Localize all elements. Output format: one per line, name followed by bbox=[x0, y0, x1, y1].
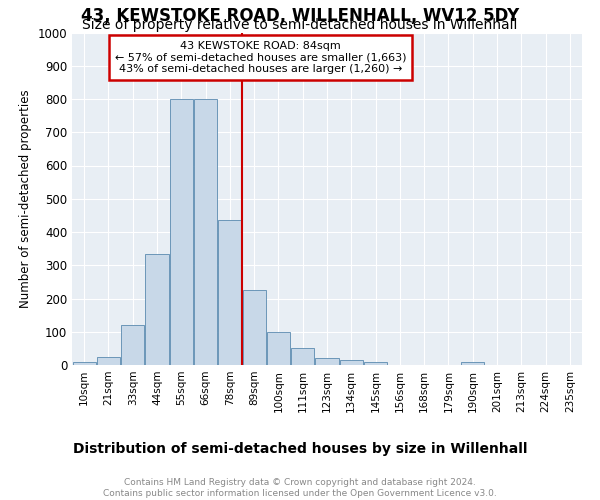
Bar bbox=[242, 290, 266, 365]
Bar bbox=[121, 325, 144, 365]
Bar bbox=[145, 254, 169, 365]
Bar bbox=[340, 360, 363, 365]
Y-axis label: Number of semi-detached properties: Number of semi-detached properties bbox=[19, 90, 32, 308]
Bar bbox=[267, 332, 290, 365]
Bar bbox=[73, 362, 95, 365]
Text: Size of property relative to semi-detached houses in Willenhall: Size of property relative to semi-detach… bbox=[82, 18, 518, 32]
Bar bbox=[291, 348, 314, 365]
Text: 43, KEWSTOKE ROAD, WILLENHALL, WV12 5DY: 43, KEWSTOKE ROAD, WILLENHALL, WV12 5DY bbox=[81, 8, 519, 26]
Bar bbox=[97, 356, 120, 365]
Bar bbox=[194, 99, 217, 365]
Bar bbox=[461, 362, 484, 365]
Text: Contains HM Land Registry data © Crown copyright and database right 2024.
Contai: Contains HM Land Registry data © Crown c… bbox=[103, 478, 497, 498]
Bar bbox=[170, 99, 193, 365]
Bar bbox=[218, 220, 241, 365]
Bar bbox=[316, 358, 338, 365]
Text: 43 KEWSTOKE ROAD: 84sqm
← 57% of semi-detached houses are smaller (1,663)
43% of: 43 KEWSTOKE ROAD: 84sqm ← 57% of semi-de… bbox=[115, 41, 406, 74]
Text: Distribution of semi-detached houses by size in Willenhall: Distribution of semi-detached houses by … bbox=[73, 442, 527, 456]
Bar bbox=[364, 362, 387, 365]
